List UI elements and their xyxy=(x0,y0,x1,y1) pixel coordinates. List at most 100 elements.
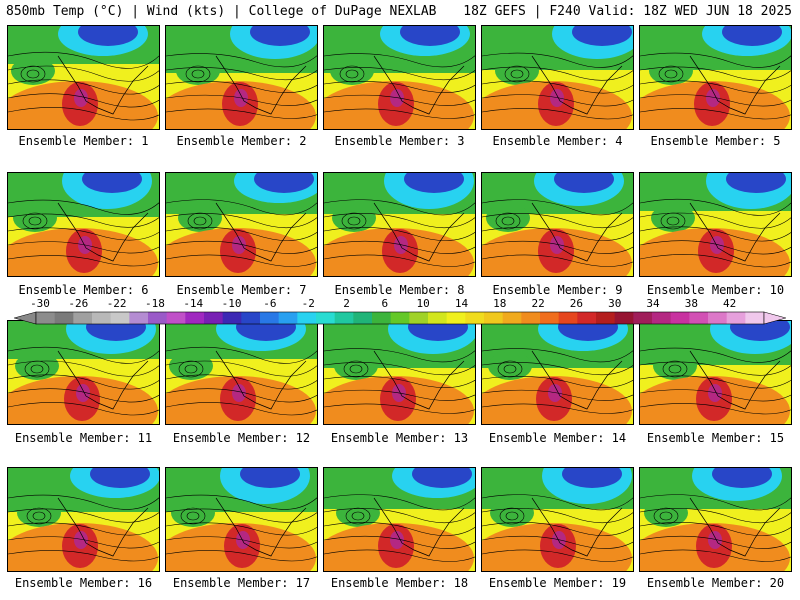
temperature-map xyxy=(8,321,159,424)
colorbar-swatch xyxy=(558,312,578,324)
temperature-map xyxy=(324,321,475,424)
colorbar-right-arrow xyxy=(763,311,786,325)
colorbar-tick-label: -10 xyxy=(221,297,242,310)
temperature-map xyxy=(166,173,317,276)
map-panel-member-10 xyxy=(639,172,792,277)
colorbar-swatch xyxy=(222,312,242,324)
colorbar-tick-label: 30 xyxy=(608,297,622,310)
colorbar-swatch xyxy=(428,312,448,324)
colorbar-swatch xyxy=(577,312,597,324)
model-valid-time: 18Z GEFS | F240 Valid: 18Z WED JUN 18 20… xyxy=(463,4,792,19)
temperature-map xyxy=(8,468,159,571)
map-panel-member-3 xyxy=(323,25,476,130)
colorbar-tick-label: -26 xyxy=(68,297,89,310)
colorbar-swatch xyxy=(540,312,560,324)
member-label-14: Ensemble Member: 14 xyxy=(488,431,627,445)
temperature-map xyxy=(324,26,475,129)
colorbar-left-arrow xyxy=(14,311,37,325)
colorbar-tick-label: 42 xyxy=(723,297,737,310)
colorbar-swatch xyxy=(633,312,653,324)
map-panel-member-18 xyxy=(323,467,476,572)
temperature-map xyxy=(482,26,633,129)
member-label-10: Ensemble Member: 10 xyxy=(646,283,785,297)
colorbar-swatch xyxy=(110,312,130,324)
colorbar-swatch xyxy=(614,312,634,324)
temperature-map xyxy=(166,468,317,571)
colorbar-swatch xyxy=(446,312,466,324)
colorbar-tick-label: -14 xyxy=(183,297,204,310)
map-panel-member-9 xyxy=(481,172,634,277)
colorbar-bar xyxy=(14,311,786,325)
chart-title: 850mb Temp (°C) | Wind (kts) | College o… xyxy=(6,4,437,19)
member-label-9: Ensemble Member: 9 xyxy=(492,283,623,297)
map-panel-member-4 xyxy=(481,25,634,130)
colorbar-swatch xyxy=(596,312,616,324)
colorbar-swatch xyxy=(502,312,522,324)
colorbar-swatch xyxy=(316,312,336,324)
colorbar-swatch xyxy=(652,312,672,324)
colorbar-swatch xyxy=(372,312,392,324)
colorbar-swatch xyxy=(390,312,410,324)
colorbar-tick-label: 14 xyxy=(454,297,469,310)
map-panel-member-12 xyxy=(165,320,318,425)
member-label-19: Ensemble Member: 19 xyxy=(488,576,627,590)
colorbar-swatch xyxy=(334,312,354,324)
temperature-map xyxy=(324,173,475,276)
temperature-map xyxy=(324,468,475,571)
colorbar-tick-label: -18 xyxy=(145,297,165,310)
colorbar-swatch xyxy=(353,312,373,324)
temperature-colorbar: -30 -26 -22 -18 -14 -10 -6 -2 2 6 10 14 18 22 26 30 34 38… xyxy=(14,297,786,337)
map-panel-member-8 xyxy=(323,172,476,277)
colorbar-swatch xyxy=(726,312,746,324)
colorbar-swatch xyxy=(297,312,317,324)
temperature-map xyxy=(8,173,159,276)
member-label-7: Ensemble Member: 7 xyxy=(176,283,307,297)
temperature-map xyxy=(640,26,791,129)
map-panel-member-16 xyxy=(7,467,160,572)
member-label-17: Ensemble Member: 17 xyxy=(172,576,311,590)
map-panel-member-2 xyxy=(165,25,318,130)
temperature-map xyxy=(8,26,159,129)
colorbar-swatch xyxy=(484,312,504,324)
member-label-6: Ensemble Member: 6 xyxy=(18,283,149,297)
colorbar-swatch xyxy=(670,312,690,324)
colorbar-tick-label: 18 xyxy=(493,297,507,310)
member-label-11: Ensemble Member: 11 xyxy=(14,431,153,445)
map-panel-member-7 xyxy=(165,172,318,277)
colorbar-swatch xyxy=(129,312,149,324)
colorbar-tick-label: 34 xyxy=(646,297,660,310)
colorbar-swatch xyxy=(465,312,485,324)
map-panel-member-17 xyxy=(165,467,318,572)
temperature-map xyxy=(640,468,791,571)
temperature-map xyxy=(482,321,633,424)
map-panel-member-19 xyxy=(481,467,634,572)
colorbar-swatch xyxy=(204,312,224,324)
colorbar-swatch xyxy=(278,312,298,324)
colorbar-swatch xyxy=(185,312,205,324)
colorbar-swatch xyxy=(92,312,112,324)
colorbar-tick-label: -6 xyxy=(263,297,277,310)
colorbar-tick-label: 2 xyxy=(343,297,350,310)
colorbar-swatch xyxy=(166,312,186,324)
member-label-8: Ensemble Member: 8 xyxy=(334,283,465,297)
temperature-map xyxy=(482,173,633,276)
map-panel-member-1 xyxy=(7,25,160,130)
colorbar-swatch xyxy=(708,312,728,324)
member-label-13: Ensemble Member: 13 xyxy=(330,431,469,445)
member-label-4: Ensemble Member: 4 xyxy=(492,134,623,148)
map-panel-member-20 xyxy=(639,467,792,572)
member-label-20: Ensemble Member: 20 xyxy=(646,576,785,590)
colorbar-swatch xyxy=(36,312,56,324)
member-label-3: Ensemble Member: 3 xyxy=(334,134,465,148)
map-panel-member-11 xyxy=(7,320,160,425)
temperature-map xyxy=(482,468,633,571)
colorbar-tick-label: 38 xyxy=(684,297,698,310)
map-panel-member-5 xyxy=(639,25,792,130)
colorbar-swatch xyxy=(148,312,168,324)
colorbar-swatch xyxy=(521,312,541,324)
map-panel-member-14 xyxy=(481,320,634,425)
temperature-map xyxy=(640,321,791,424)
colorbar-tick-label: 22 xyxy=(531,297,545,310)
temperature-map xyxy=(640,173,791,276)
colorbar-swatch xyxy=(409,312,429,324)
